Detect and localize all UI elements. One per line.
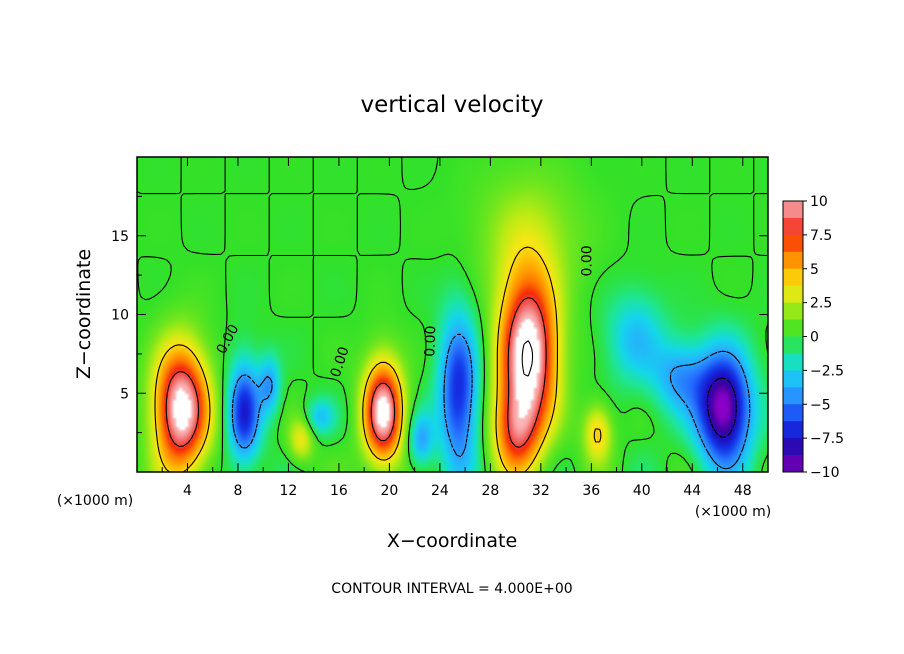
colorbar-swatch	[783, 387, 803, 405]
colorbar-swatch	[783, 336, 803, 354]
colorbar-swatch	[783, 370, 803, 388]
y-axis-label: Z−coordinate	[73, 249, 95, 379]
x-tick-label: 16	[330, 483, 348, 499]
chart-title: vertical velocity	[361, 92, 544, 118]
colorbar-swatch	[783, 268, 803, 287]
x-tick-label: 48	[734, 483, 752, 499]
colorbar-tick-label: 2.5	[810, 296, 832, 312]
colorbar-tick-label: −10	[810, 465, 840, 481]
y-tick-label: 5	[120, 386, 129, 402]
x-tick-label: 20	[380, 483, 398, 499]
x-tick-label: 12	[280, 483, 298, 499]
colorbar-swatch	[783, 438, 803, 456]
colorbar-swatch	[783, 302, 803, 321]
colorbar-tick-label: −7.5	[810, 431, 844, 447]
x-tick-label: 40	[633, 483, 651, 499]
x-unit-right: (×1000 m)	[695, 504, 771, 520]
x-tick-label: 36	[582, 483, 600, 499]
x-tick-label: 8	[233, 483, 242, 499]
colorbar	[782, 200, 804, 473]
x-tick-label: 28	[481, 483, 499, 499]
x-tick-label: 32	[532, 483, 550, 499]
colorbar-swatch	[783, 285, 803, 304]
colorbar-swatch	[783, 234, 803, 253]
colorbar-tick-label: −5	[810, 397, 831, 413]
contour-label: 0.00	[579, 245, 595, 276]
contour-lines	[137, 157, 768, 472]
velocity-field	[137, 157, 768, 472]
colorbar-swatch	[783, 455, 803, 473]
colorbar-swatch	[783, 353, 803, 371]
x-tick-label: 4	[183, 483, 192, 499]
colorbar-tick-label: 0	[810, 330, 819, 346]
y-axis-ticks: 5 10 15	[111, 195, 768, 434]
colorbar-swatch	[783, 421, 803, 439]
contour-line	[231, 333, 751, 470]
contour-label: 0.00	[422, 325, 439, 357]
colorbar-tick-label: −2.5	[810, 363, 844, 379]
colorbar-swatch	[783, 201, 803, 219]
colorbar-tick-label: 5	[810, 262, 819, 278]
x-unit-left: (×1000 m)	[57, 493, 133, 509]
colorbar-swatch	[783, 319, 803, 337]
y-tick-label: 15	[111, 229, 129, 245]
colorbar-tick-label: 7.5	[810, 228, 832, 244]
contour-interval-note: CONTOUR INTERVAL = 4.000E+00	[331, 581, 572, 597]
x-tick-label: 24	[431, 483, 449, 499]
contour-line	[165, 297, 547, 448]
y-tick-label: 10	[111, 308, 129, 324]
colorbar-labels: 10 7.5 5 2.5 0 −2.5 −5 −7.5 −10	[803, 194, 844, 481]
colorbar-swatch	[783, 404, 803, 422]
contour-line	[154, 246, 602, 472]
contour-line	[706, 377, 737, 438]
x-tick-label: 44	[683, 483, 701, 499]
contour-line	[521, 340, 534, 377]
colorbar-swatch	[783, 251, 803, 270]
colorbar-tick-label: 10	[810, 194, 828, 210]
x-axis-label: X−coordinate	[387, 530, 517, 552]
x-axis-ticks: 4 8 12 16 20 24 28 32 36 40 44 48	[161, 157, 752, 499]
colorbar-swatch	[783, 217, 803, 236]
